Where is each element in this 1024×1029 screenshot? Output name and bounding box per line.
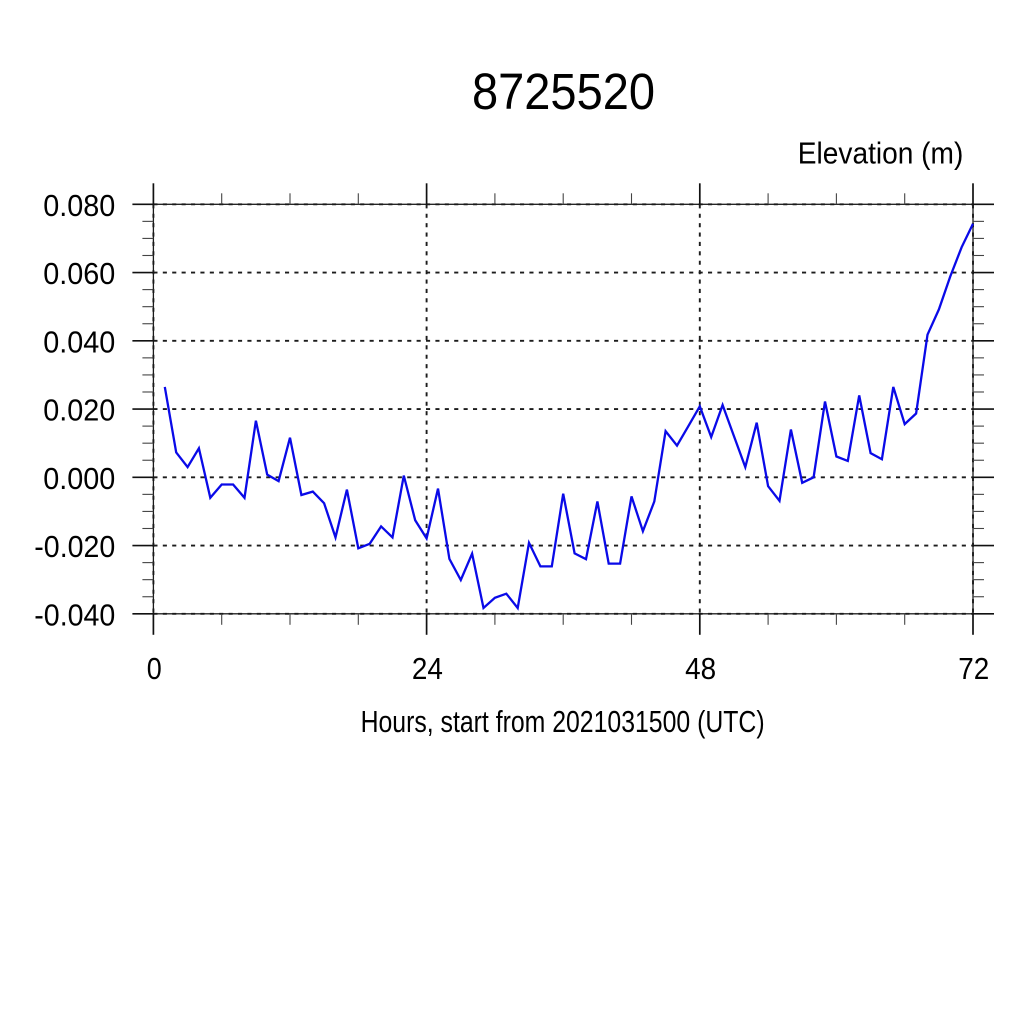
svg-text:8725520: 8725520 <box>472 63 655 120</box>
svg-text:-0.020: -0.020 <box>34 529 115 564</box>
svg-text:0.020: 0.020 <box>43 393 115 428</box>
svg-text:Hours, start from 2021031500 (: Hours, start from 2021031500 (UTC) <box>361 704 765 739</box>
svg-text:72: 72 <box>958 651 989 686</box>
svg-text:Elevation (m): Elevation (m) <box>798 135 964 170</box>
svg-text:0.060: 0.060 <box>43 256 115 291</box>
svg-text:0.000: 0.000 <box>43 461 115 496</box>
svg-text:-0.040: -0.040 <box>34 597 115 632</box>
svg-text:0.080: 0.080 <box>43 188 115 223</box>
svg-text:24: 24 <box>412 651 443 686</box>
svg-text:0: 0 <box>147 651 162 686</box>
svg-text:48: 48 <box>685 651 716 686</box>
svg-text:0.040: 0.040 <box>43 324 115 359</box>
